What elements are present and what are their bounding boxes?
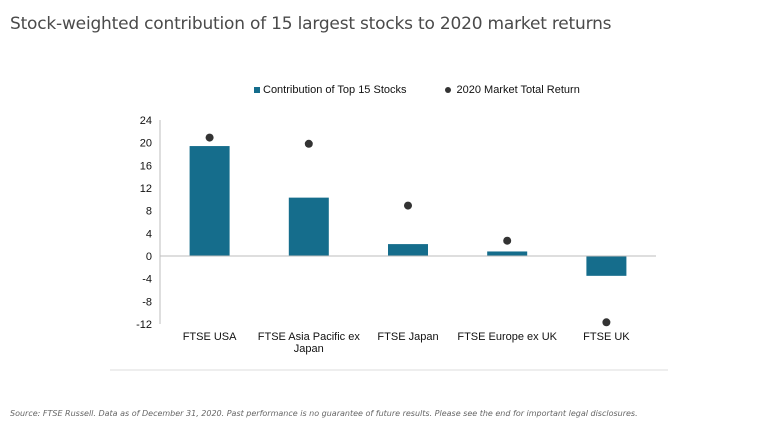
category-label-1-1: Japan (294, 343, 324, 355)
y-tick-label-4: 8 (146, 206, 152, 218)
category-label-2-0: FTSE Japan (377, 331, 438, 343)
y-tick-label-3: 12 (140, 183, 152, 195)
category-label-0-0: FTSE USA (183, 331, 237, 343)
category-label-1-0: FTSE Asia Pacific ex (258, 331, 361, 343)
return-dot-2 (404, 201, 412, 210)
y-tick-label-9: -12 (136, 319, 152, 331)
y-tick-label-2: 16 (140, 160, 152, 172)
bar-4 (586, 256, 627, 276)
source-note: Source: FTSE Russell. Data as of Decembe… (10, 409, 638, 418)
legend: Contribution of Top 15 Stocks 2020 Marke… (254, 84, 580, 96)
y-tick-label-8: -8 (142, 296, 152, 308)
category-label-3-0: FTSE Europe ex UK (457, 331, 557, 343)
bar-1 (288, 197, 329, 256)
return-dot-3 (503, 236, 512, 245)
return-dot-1 (304, 139, 313, 148)
legend-dot-swatch (444, 87, 451, 93)
bar-2 (388, 244, 428, 256)
y-tick-label-7: -4 (142, 274, 152, 286)
legend-bar-swatch (254, 87, 260, 93)
legend-dot-label: 2020 Market Total Return (456, 84, 580, 96)
y-tick-label-5: 4 (146, 228, 152, 240)
return-dot-0 (205, 133, 214, 142)
bar-3 (487, 251, 528, 256)
bar-0 (189, 146, 230, 256)
return-dot-4 (602, 318, 611, 327)
y-tick-label-1: 20 (140, 138, 152, 150)
y-tick-label-0: 24 (140, 115, 152, 127)
legend-bar-label: Contribution of Top 15 Stocks (263, 84, 407, 96)
chart-title: Stock-weighted contribution of 15 larges… (10, 14, 612, 34)
category-label-4-0: FTSE UK (583, 331, 630, 343)
y-tick-label-6: 0 (146, 251, 152, 263)
